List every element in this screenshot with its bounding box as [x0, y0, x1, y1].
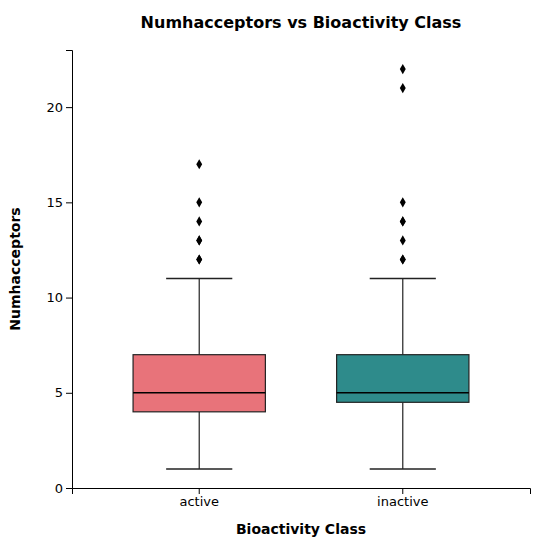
outlier — [196, 235, 202, 245]
outlier — [400, 254, 406, 264]
outlier — [400, 216, 406, 226]
whisker-high — [199, 279, 200, 355]
x-tick: inactive — [377, 488, 428, 509]
x-tick-label: inactive — [377, 494, 428, 509]
y-tick-mark — [66, 107, 72, 108]
whisker-low — [402, 402, 403, 469]
y-tick-label: 20 — [46, 100, 63, 115]
outlier — [196, 235, 202, 245]
outlier — [400, 83, 406, 93]
outlier — [400, 254, 406, 264]
whisker-low — [199, 412, 200, 469]
y-tick-mark — [66, 393, 72, 394]
y-tick: 20 — [46, 100, 72, 115]
chart: 0 5 10 15 20 active inactive Numhacceptors vs B… — [0, 0, 550, 550]
whisker-high — [402, 279, 403, 355]
y-tick: 0 — [55, 481, 72, 496]
median — [337, 392, 469, 394]
plot-area: 0 5 10 15 20 active inactive — [46, 51, 530, 510]
box — [337, 355, 469, 403]
x-tick: active — [179, 488, 219, 509]
outlier — [400, 64, 406, 74]
x-tick-mark — [199, 488, 200, 494]
y-tick: 10 — [46, 290, 72, 305]
cap-high — [166, 278, 232, 280]
y-tick-label: 10 — [46, 290, 63, 305]
y-tick: 15 — [46, 195, 72, 210]
y-axis: 0 5 10 15 20 — [46, 51, 72, 496]
title: Numhacceptors vs Bioactivity Class — [141, 13, 462, 32]
x-axis: active inactive — [73, 488, 531, 509]
outlier — [196, 159, 202, 169]
y-axis-line — [66, 51, 73, 489]
y-tick-label: 5 — [55, 385, 63, 400]
y-tick-label: 15 — [46, 195, 63, 210]
cap-low — [166, 468, 232, 470]
outlier — [196, 216, 202, 226]
x-axis-line — [73, 489, 531, 495]
box — [133, 355, 265, 412]
outlier — [400, 197, 406, 207]
y-tick-mark — [66, 202, 72, 203]
outlier — [400, 235, 406, 245]
outlier — [196, 254, 202, 264]
median — [133, 392, 265, 394]
box-group — [337, 64, 469, 469]
y-tick: 5 — [55, 385, 72, 400]
cap-low — [370, 468, 436, 470]
y-axis-title: Numhacceptors — [7, 207, 23, 330]
y-tick-label: 0 — [55, 481, 63, 496]
x-axis-title: Bioactivity Class — [236, 521, 366, 537]
outlier — [400, 216, 406, 226]
box-group — [133, 159, 265, 469]
y-tick-mark — [66, 298, 72, 299]
x-tick-label: active — [179, 494, 219, 509]
outlier — [196, 254, 202, 264]
boxes — [133, 64, 469, 469]
y-tick-mark — [66, 488, 72, 489]
cap-high — [370, 278, 436, 280]
x-tick-mark — [402, 488, 403, 494]
outlier — [196, 197, 202, 207]
